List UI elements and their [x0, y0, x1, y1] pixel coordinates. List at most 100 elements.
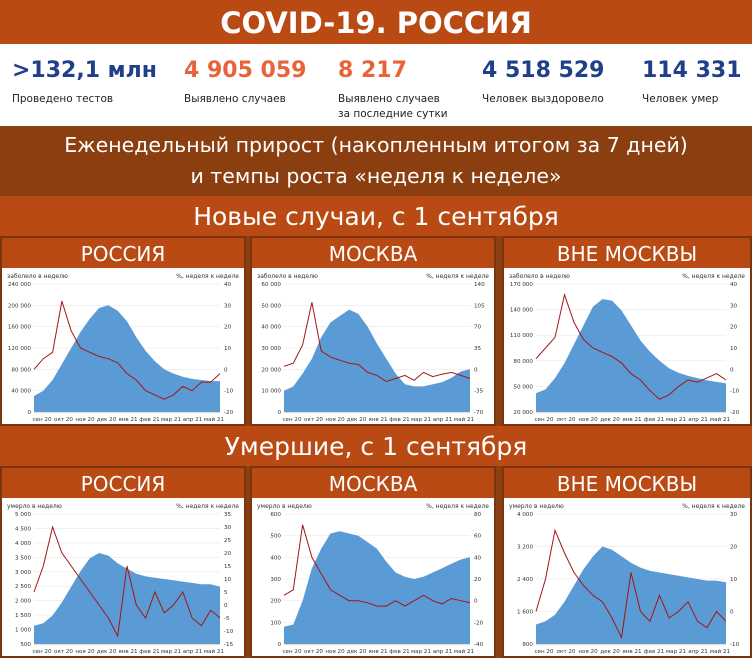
- y2-tick-label: -10: [224, 629, 234, 635]
- chart-panel-cases-russia: РОССИЯ заболело в неделю %, неделя к недел…: [0, 236, 246, 426]
- y-tick-label: 0: [277, 642, 281, 648]
- x-tick-label: сен 20: [282, 649, 302, 655]
- y2-tick-label: 10: [730, 346, 738, 352]
- x-tick-label: окт 20: [54, 649, 73, 655]
- y2-tick-label: 0: [224, 603, 228, 609]
- x-tick-label: апр 21: [433, 649, 453, 655]
- y-tick-label: 30 000: [261, 346, 281, 352]
- x-tick-label: фев 21: [644, 649, 665, 655]
- chart-deaths-russia: умерло в неделю %, неделя к неделе 500 1 00…: [7, 503, 239, 655]
- left-axis-label: умерло в неделю: [257, 503, 312, 510]
- weekly-line-2: и темпы роста «неделя к неделе»: [190, 164, 562, 188]
- x-tick-label: сен 20: [32, 417, 52, 423]
- x-tick-label: мар 21: [161, 417, 182, 423]
- left-axis-label: заболело в неделю: [257, 273, 318, 280]
- y-tick-label: 800: [522, 642, 533, 648]
- panel-title: МОСКВА: [252, 238, 494, 268]
- y-tick-label: 50 000: [513, 384, 533, 390]
- y-tick-label: 600: [270, 512, 281, 518]
- x-tick-label: окт 20: [304, 649, 323, 655]
- x-tick-label: ноя 20: [75, 417, 95, 423]
- x-tick-label: сен 20: [32, 649, 52, 655]
- x-tick-label: окт 20: [304, 417, 323, 423]
- y2-tick-label: 60: [474, 534, 482, 540]
- x-tick-label: май 21: [710, 416, 731, 423]
- y2-tick-label: 30: [730, 303, 738, 309]
- left-axis-label: заболело в неделю: [509, 273, 570, 280]
- chart-cases-moscow: заболело в неделю %, неделя к неделе 0 10 0…: [257, 273, 489, 423]
- x-tick-label: май 21: [710, 648, 731, 655]
- x-tick-label: мар 21: [161, 649, 182, 655]
- x-tick-label: мар 21: [666, 417, 687, 423]
- y2-tick-label: 20: [224, 551, 232, 557]
- chart-panel-deaths-regions: ВНЕ МОСКВЫ умерло в неделю %, неделя к нед…: [502, 466, 752, 658]
- x-tick-label: ноя 20: [325, 417, 345, 423]
- growth-rate-line: [535, 292, 727, 400]
- area-series: [34, 553, 220, 644]
- y2-tick-label: 140: [474, 282, 485, 288]
- x-tick-label: мар 21: [411, 649, 432, 655]
- x-tick-label: апр 21: [183, 649, 203, 655]
- y-tick-label: 1 000: [15, 628, 31, 634]
- x-tick-label: ноя 20: [578, 417, 598, 423]
- y-tick-label: 500: [270, 534, 281, 540]
- x-tick-label: фев 21: [139, 417, 160, 423]
- y-tick-label: 80 000: [513, 359, 533, 365]
- left-axis-label: умерло в неделю: [509, 503, 564, 510]
- x-tick-label: апр 21: [183, 417, 203, 423]
- y-tick-label: 160 000: [8, 325, 32, 331]
- weekly-subtitle: Еженедельный прирост (накопленным итогом…: [0, 126, 752, 196]
- y-tick-label: 60 000: [261, 282, 281, 288]
- panel-title: РОССИЯ: [2, 238, 244, 268]
- stat-value: 4 905 059: [184, 58, 307, 83]
- y-tick-label: 40 000: [261, 325, 281, 331]
- stat-value: >132,1 млн: [12, 58, 157, 83]
- chart-deaths-regions: умерло в неделю %, неделя к неделе 800 1 60…: [509, 503, 745, 655]
- y2-tick-label: 30: [730, 512, 738, 518]
- panel-title: ВНЕ МОСКВЫ: [504, 238, 750, 268]
- x-tick-label: янв 21: [368, 417, 388, 423]
- y2-tick-label: 35: [224, 512, 232, 518]
- x-tick-label: ноя 20: [75, 649, 95, 655]
- y-tick-label: 0: [277, 410, 281, 416]
- y2-tick-label: 10: [224, 577, 232, 583]
- x-tick-label: окт 20: [557, 649, 576, 655]
- x-tick-label: май 21: [454, 648, 475, 655]
- y2-tick-label: 30: [224, 525, 232, 531]
- y-tick-label: 2 000: [15, 599, 31, 605]
- x-tick-label: сен 20: [534, 417, 554, 423]
- y2-tick-label: 20: [224, 325, 232, 331]
- y-tick-label: 300: [270, 577, 281, 583]
- y-tick-label: 1 600: [517, 610, 533, 616]
- chart-panel-cases-moscow: МОСКВА заболело в неделю %, неделя к недел…: [250, 236, 496, 426]
- stat-label: Человек выздоровело: [482, 93, 604, 105]
- section-cases-title: Новые случаи, с 1 сентября: [0, 196, 752, 236]
- y-tick-label: 170 000: [510, 282, 534, 288]
- y2-tick-label: 10: [224, 346, 232, 352]
- chart-cases-regions: заболело в неделю %, неделя к неделе 20 00…: [509, 273, 745, 423]
- x-tick-label: дек 20: [347, 649, 367, 655]
- y-tick-label: 100: [270, 620, 281, 626]
- right-axis-label: %, неделя к неделе: [426, 503, 489, 510]
- y2-tick-label: -5: [224, 616, 230, 622]
- y-tick-label: 20 000: [513, 410, 533, 416]
- x-tick-label: фев 21: [389, 649, 410, 655]
- chart-cases-russia: заболело в неделю %, неделя к неделе 0 40 0…: [7, 273, 239, 423]
- y2-tick-label: 40: [474, 555, 482, 561]
- y-tick-label: 4 000: [517, 512, 533, 518]
- stat-value: 4 518 529: [482, 58, 605, 83]
- y2-tick-label: 70: [474, 325, 482, 331]
- area-series: [34, 305, 220, 412]
- y2-tick-label: -40: [474, 642, 484, 648]
- right-axis-label: %, неделя к неделе: [176, 503, 239, 510]
- left-axis-label: заболело в неделю: [7, 273, 68, 280]
- y-tick-label: 20 000: [261, 367, 281, 373]
- y2-tick-label: -20: [474, 620, 484, 626]
- x-tick-label: окт 20: [557, 417, 576, 423]
- x-tick-label: янв 21: [622, 649, 642, 655]
- area-series: [284, 309, 470, 412]
- left-axis-label: умерло в неделю: [7, 503, 62, 510]
- y2-tick-label: -10: [224, 389, 234, 395]
- panel-title: РОССИЯ: [2, 468, 244, 498]
- y2-tick-label: 20: [474, 577, 482, 583]
